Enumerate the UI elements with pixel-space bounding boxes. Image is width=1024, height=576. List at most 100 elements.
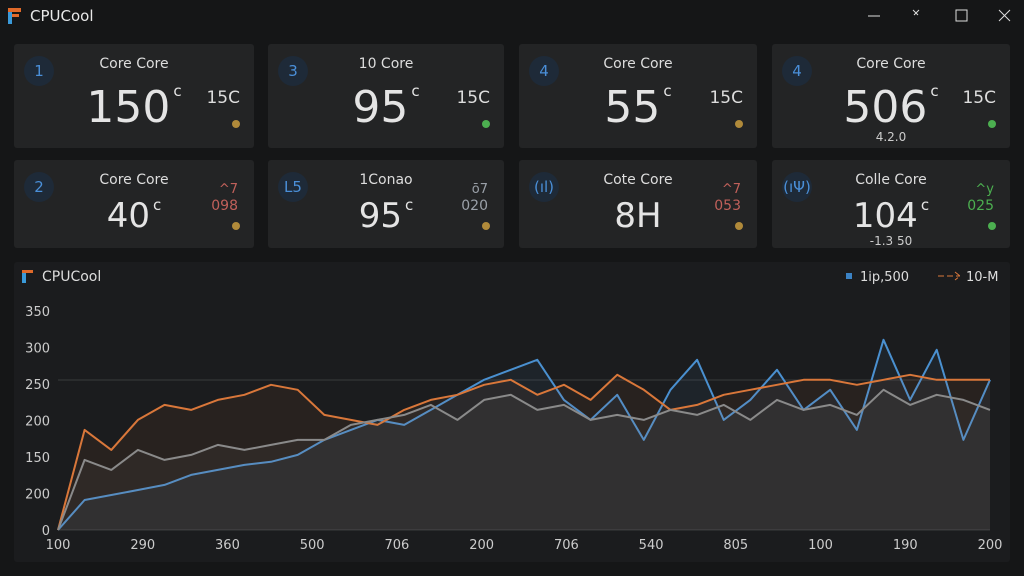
status-dot: [482, 222, 490, 230]
close-button[interactable]: [998, 9, 1011, 22]
side-value: 15C: [962, 88, 996, 108]
side-value: 025: [967, 198, 994, 214]
y-tick-label: 200: [25, 488, 50, 503]
card-index: (ıΨ): [782, 172, 812, 202]
temperature-unit: c: [930, 82, 939, 100]
title-bar: CPUCool: [8, 7, 1011, 25]
chart-icon: [22, 270, 33, 273]
temperature-value: 95: [358, 196, 402, 236]
legend-swatch: [938, 271, 961, 281]
sensor-card[interactable]: 4 Core Core 506 c 15C 4.2.0: [772, 44, 1010, 148]
y-tick-label: 250: [25, 378, 50, 393]
y-tick-label: 200: [25, 415, 50, 430]
series-area: [58, 339, 990, 530]
series-line: [57, 338, 991, 531]
chart-title: CPUCool: [42, 269, 101, 285]
app-icon: [8, 8, 12, 24]
temperature: 40 c: [14, 196, 254, 236]
sensor-card[interactable]: L5 1Conao 95 c ō7 020: [268, 160, 504, 248]
side-value: 020: [461, 198, 488, 214]
temperature: 150 c: [14, 82, 254, 133]
x-tick-label: 706: [554, 538, 579, 553]
temperature: 55 c: [519, 82, 757, 133]
legend-label: 1ip,500: [860, 270, 909, 285]
window-title: CPUCool: [30, 7, 94, 25]
temperature-value: 506: [843, 82, 928, 133]
sensor-card[interactable]: (ıΨ) Colle Core 104 c ^y 025 -1.3 50: [772, 160, 1010, 248]
side-value: 053: [714, 198, 741, 214]
status-dot: [482, 120, 490, 128]
status-dot: [735, 222, 743, 230]
legend-label: 10-M: [966, 270, 998, 285]
maximize-button[interactable]: [955, 9, 968, 22]
side-trend: ^7: [721, 182, 741, 197]
sensor-card[interactable]: 2 Core Core 40 c ^7 098: [14, 160, 254, 248]
x-tick-label: 500: [300, 538, 325, 553]
card-title: 10 Core: [358, 56, 414, 72]
app-icon: [12, 14, 19, 17]
temperature-unit: c: [920, 196, 930, 214]
card-index: 4: [529, 56, 559, 86]
temperature: 8H: [519, 196, 757, 236]
y-tick-label: 0: [42, 524, 50, 539]
temperature-unit: c: [405, 196, 414, 214]
card-index: 3: [278, 56, 308, 86]
temperature-value: 150: [86, 82, 171, 133]
card-index: L5: [278, 172, 308, 202]
sub-value: 4.2.0: [875, 130, 907, 144]
temperature: 104 c: [772, 196, 1010, 236]
temperature-unit: c: [411, 82, 420, 100]
temperature-value: 95: [352, 82, 409, 133]
card-title: 1Conao: [359, 172, 413, 188]
x-tick-label: 805: [723, 538, 748, 553]
x-tick-label: 540: [639, 538, 664, 553]
app-icon: [8, 8, 21, 12]
sensor-card[interactable]: 1 Core Core 150 c 15C: [14, 44, 254, 148]
sensor-card[interactable]: 3 10 Core 95 c 15C: [268, 44, 504, 148]
temperature: 95 c: [268, 82, 504, 133]
card-index: (ıl): [529, 172, 559, 202]
temperature: 506 c: [772, 82, 1010, 133]
x-tick-label: 290: [130, 538, 155, 553]
side-value: 15C: [206, 88, 240, 108]
x-tick-label: 200: [469, 538, 494, 553]
side-value: 15C: [709, 88, 743, 108]
chart-icon: [22, 270, 26, 283]
temperature-value: 40: [106, 196, 150, 236]
series-area: [58, 374, 990, 530]
restore-button[interactable]: [912, 9, 920, 16]
status-dot: [988, 222, 996, 230]
series-line: [57, 373, 990, 531]
temperature-value: 8H: [614, 196, 662, 236]
card-title: Cote Core: [603, 172, 673, 188]
temperature-value: 55: [604, 82, 661, 133]
side-value: 15C: [456, 88, 490, 108]
sensor-card[interactable]: 4 Core Core 55 c 15C: [519, 44, 757, 148]
side-value: 098: [211, 198, 238, 214]
temperature-unit: c: [663, 82, 672, 100]
x-tick-label: 100: [46, 538, 71, 553]
card-index: 2: [24, 172, 54, 202]
x-tick-label: 360: [215, 538, 240, 553]
status-dot: [232, 222, 240, 230]
temperature-value: 104: [852, 196, 918, 236]
x-tick-label: 190: [893, 538, 918, 553]
x-tick-label: 706: [384, 538, 409, 553]
sensor-card[interactable]: (ıl) Cote Core 8H ^7 053: [519, 160, 757, 248]
card-title: Core Core: [99, 56, 169, 72]
card-title: Core Core: [99, 172, 169, 188]
temperature: 95 c: [268, 196, 504, 236]
card-index: 4: [782, 56, 812, 86]
card-title: Core Core: [856, 56, 926, 72]
side-trend: ō7: [471, 182, 488, 197]
temperature-unit: c: [173, 82, 182, 100]
temperature-unit: c: [153, 196, 162, 214]
side-trend: ^7: [218, 182, 238, 197]
series-line: [57, 388, 991, 531]
sub-value: -1.3 50: [869, 234, 913, 248]
series-area: [58, 389, 990, 530]
card-index: 1: [24, 56, 54, 86]
y-tick-label: 150: [25, 451, 50, 466]
